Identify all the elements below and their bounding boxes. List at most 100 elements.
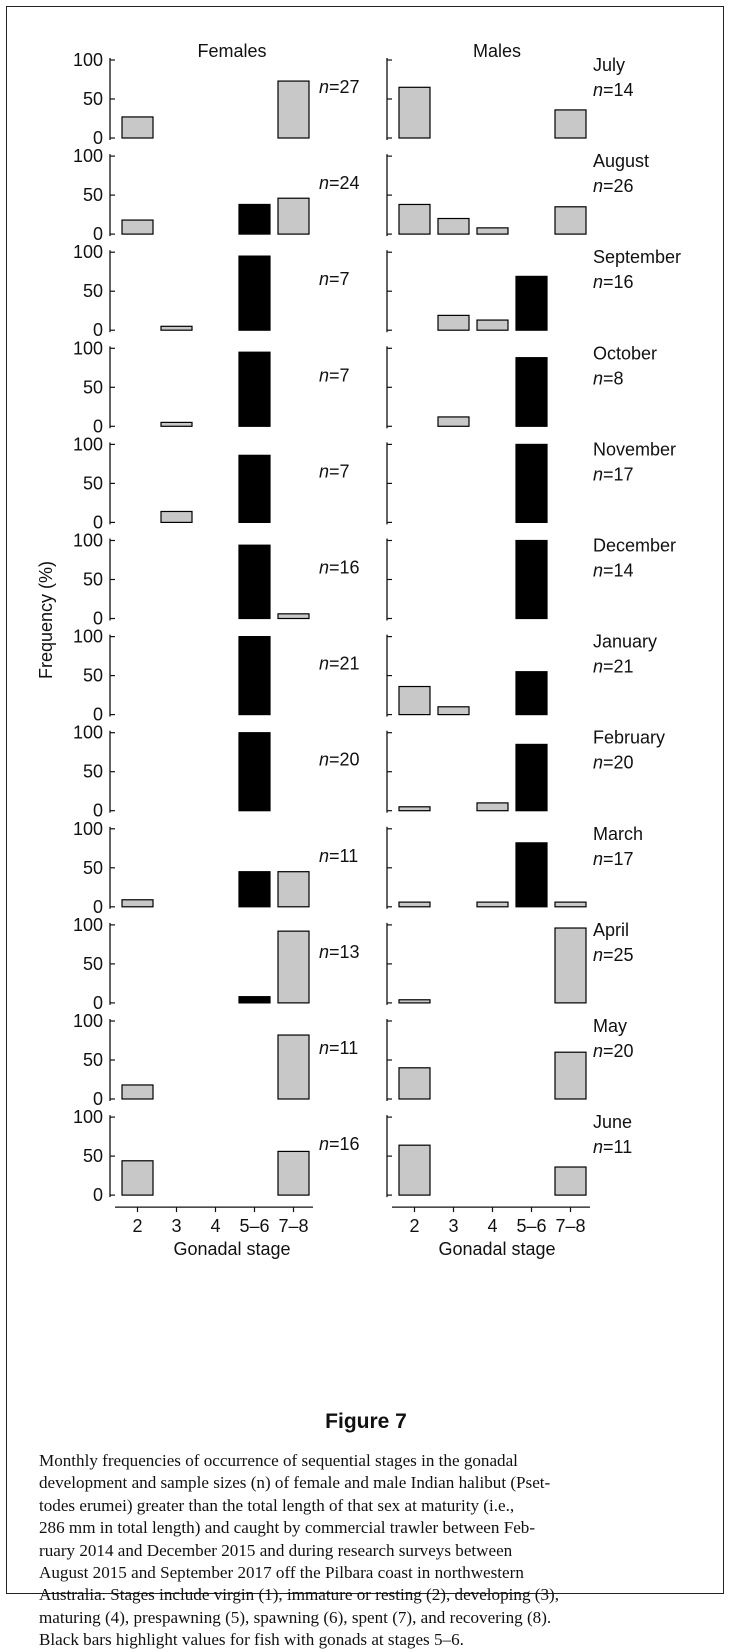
male-bar-august-stage-4 xyxy=(476,227,509,235)
male-bar-january-stage-5–6 xyxy=(515,671,548,716)
female-bar-march-stage-7–8 xyxy=(277,871,310,908)
male-bar-may-stage-7–8 xyxy=(554,1051,587,1100)
female-n-label-november: n=7 xyxy=(319,461,350,481)
caption-line: 286 mm in total length) and caught by co… xyxy=(39,1518,536,1538)
female-n-label-february: n=20 xyxy=(319,750,360,770)
female-n-label-july: n=27 xyxy=(319,77,360,97)
male-n-label-january: n=21 xyxy=(593,657,634,677)
y-tick-label: 0 xyxy=(93,993,103,1013)
caption-line: maturing (4), prespawning (5), spawning … xyxy=(39,1607,552,1627)
y-tick-label: 50 xyxy=(83,666,103,686)
month-label-february: February xyxy=(593,728,665,748)
y-tick-label: 100 xyxy=(73,242,103,262)
male-n-label-march: n=17 xyxy=(593,849,634,869)
month-label-march: March xyxy=(593,824,643,844)
male-x-axis-label: Gonadal stage xyxy=(438,1239,555,1259)
y-tick-label: 0 xyxy=(93,512,103,532)
y-tick-label: 100 xyxy=(73,50,103,70)
y-tick-label: 50 xyxy=(83,281,103,301)
y-tick-label: 50 xyxy=(83,954,103,974)
female-x-tick-label: 2 xyxy=(132,1216,142,1236)
caption-line: August 2015 and September 2017 off the P… xyxy=(39,1563,524,1583)
male-n-label-november: n=17 xyxy=(593,464,634,484)
female-n-label-march: n=11 xyxy=(319,846,358,866)
female-bar-december-stage-7–8 xyxy=(277,613,310,620)
female-bar-october-stage-3 xyxy=(160,421,193,427)
figure-caption: Monthly frequencies of occurrence of seq… xyxy=(39,1450,699,1652)
caption-line: development and sample sizes (n) of fema… xyxy=(39,1473,551,1493)
male-x-tick-label: 7–8 xyxy=(555,1216,585,1236)
caption-line: ruary 2014 and December 2015 and during … xyxy=(39,1540,513,1560)
male-x-tick-label: 3 xyxy=(448,1216,458,1236)
male-bar-august-stage-3 xyxy=(437,217,470,235)
female-bar-may-stage-2 xyxy=(121,1084,154,1100)
male-n-label-august: n=26 xyxy=(593,176,634,196)
y-tick-label: 0 xyxy=(93,128,103,148)
y-tick-label: 0 xyxy=(93,1089,103,1109)
female-x-tick-label: 5–6 xyxy=(239,1216,269,1236)
y-tick-label: 100 xyxy=(73,627,103,647)
female-n-label-september: n=7 xyxy=(319,269,350,289)
female-n-label-june: n=16 xyxy=(319,1134,360,1154)
male-bar-april-stage-2 xyxy=(398,999,431,1004)
male-bar-june-stage-2 xyxy=(398,1144,431,1196)
female-n-label-may: n=11 xyxy=(319,1038,358,1058)
female-n-label-december: n=16 xyxy=(319,558,360,578)
female-bar-june-stage-7–8 xyxy=(277,1150,310,1196)
female-bar-december-stage-5–6 xyxy=(238,544,271,620)
caption-line: Black bars highlight values for fish wit… xyxy=(39,1630,464,1650)
female-bar-september-stage-5–6 xyxy=(238,255,271,331)
caption-line: Monthly frequencies of occurrence of seq… xyxy=(39,1451,518,1470)
y-tick-label: 50 xyxy=(83,1050,103,1070)
male-bar-january-stage-3 xyxy=(437,706,470,716)
female-bar-august-stage-2 xyxy=(121,219,154,235)
male-n-label-june: n=11 xyxy=(593,1137,632,1157)
female-bar-august-stage-5–6 xyxy=(238,203,271,235)
y-tick-label: 50 xyxy=(83,858,103,878)
y-tick-label: 50 xyxy=(83,1146,103,1166)
month-label-april: April xyxy=(593,920,629,940)
y-tick-label: 50 xyxy=(83,473,103,493)
y-tick-label: 0 xyxy=(93,897,103,917)
female-bar-january-stage-5–6 xyxy=(238,635,271,716)
male-x-tick-label: 4 xyxy=(487,1216,497,1236)
male-x-tick-label: 5–6 xyxy=(516,1216,546,1236)
y-tick-label: 50 xyxy=(83,185,103,205)
male-bar-may-stage-2 xyxy=(398,1067,431,1100)
y-tick-label: 0 xyxy=(93,224,103,244)
y-tick-label: 100 xyxy=(73,1011,103,1031)
y-tick-label: 50 xyxy=(83,570,103,590)
figure-frame xyxy=(6,6,724,1594)
caption-line: Australia. Stages include virgin (1), im… xyxy=(39,1585,559,1605)
female-n-label-april: n=13 xyxy=(319,942,360,962)
caption-line: todes erumei) greater than the total len… xyxy=(39,1495,515,1515)
male-bar-march-stage-7–8 xyxy=(554,901,587,908)
month-label-november: November xyxy=(593,439,676,459)
figure-title: Figure 7 xyxy=(325,1410,407,1433)
y-tick-label: 0 xyxy=(93,609,103,629)
female-x-axis-label: Gonadal stage xyxy=(173,1239,290,1259)
female-bar-may-stage-7–8 xyxy=(277,1034,310,1100)
column-title-males: Males xyxy=(473,41,521,61)
female-x-tick-label: 4 xyxy=(210,1216,220,1236)
month-label-june: June xyxy=(593,1112,632,1132)
male-n-label-april: n=25 xyxy=(593,945,634,965)
y-tick-label: 0 xyxy=(93,801,103,821)
month-label-august: August xyxy=(593,151,649,171)
month-label-january: January xyxy=(593,632,657,652)
male-x-tick-label: 2 xyxy=(409,1216,419,1236)
male-bar-february-stage-2 xyxy=(398,806,431,812)
male-bar-september-stage-3 xyxy=(437,314,470,331)
y-tick-label: 50 xyxy=(83,377,103,397)
month-label-july: July xyxy=(593,55,625,75)
male-bar-july-stage-7–8 xyxy=(554,109,587,139)
y-tick-label: 100 xyxy=(73,338,103,358)
month-label-september: September xyxy=(593,247,681,267)
male-n-label-december: n=14 xyxy=(593,561,634,581)
female-x-tick-label: 7–8 xyxy=(278,1216,308,1236)
column-title-females: Females xyxy=(197,41,266,61)
female-bar-september-stage-3 xyxy=(160,325,193,331)
male-bar-february-stage-5–6 xyxy=(515,743,548,812)
month-label-may: May xyxy=(593,1016,627,1036)
month-label-december: December xyxy=(593,536,676,556)
